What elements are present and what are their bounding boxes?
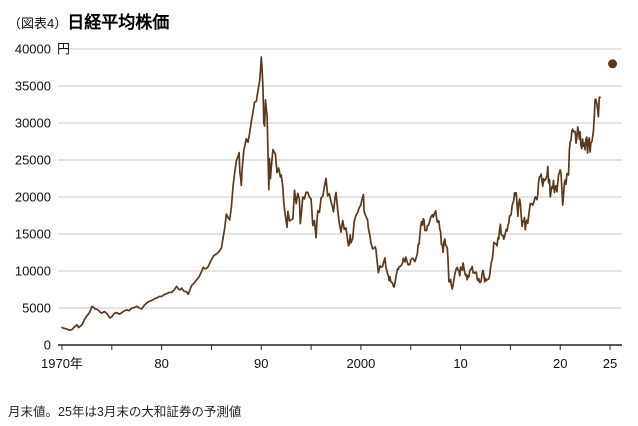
x-tick-label: 25 <box>603 356 617 371</box>
y-tick-label: 20000 <box>15 190 51 205</box>
y-tick-label: 5000 <box>22 301 51 316</box>
y-tick-label: 10000 <box>15 264 51 279</box>
x-tick-label: 10 <box>453 356 467 371</box>
y-axis-unit-label: 円 <box>57 42 70 57</box>
x-tick-label: 2000 <box>346 356 375 371</box>
y-tick-label: 15000 <box>15 227 51 242</box>
x-tick-label: 1970年 <box>41 356 83 371</box>
price-line <box>61 56 601 332</box>
chart-footnote: 月末値。25年は3月末の大和証券の予測値 <box>8 405 242 419</box>
y-tick-label: 30000 <box>15 116 51 131</box>
x-tick-label: 90 <box>254 356 268 371</box>
chart-area: 0 5000 10000 15000 20000 25000 30000 35000 40000… <box>0 33 638 393</box>
y-tick-label: 25000 <box>15 153 51 168</box>
chart-header: （図表4） 日経平均株価 <box>0 0 638 33</box>
x-tick-label: 80 <box>154 356 168 371</box>
x-tick-label: 20 <box>553 356 567 371</box>
forecast-dot <box>608 59 618 69</box>
figure-label: （図表4） <box>8 16 68 31</box>
y-tick-label: 0 <box>44 338 51 353</box>
y-tick-label: 40000 <box>15 42 51 57</box>
nikkei-line-chart: 0 5000 10000 15000 20000 25000 30000 35000 40000… <box>15 42 622 371</box>
chart-title: 日経平均株価 <box>67 13 170 32</box>
y-tick-label: 35000 <box>15 79 51 94</box>
